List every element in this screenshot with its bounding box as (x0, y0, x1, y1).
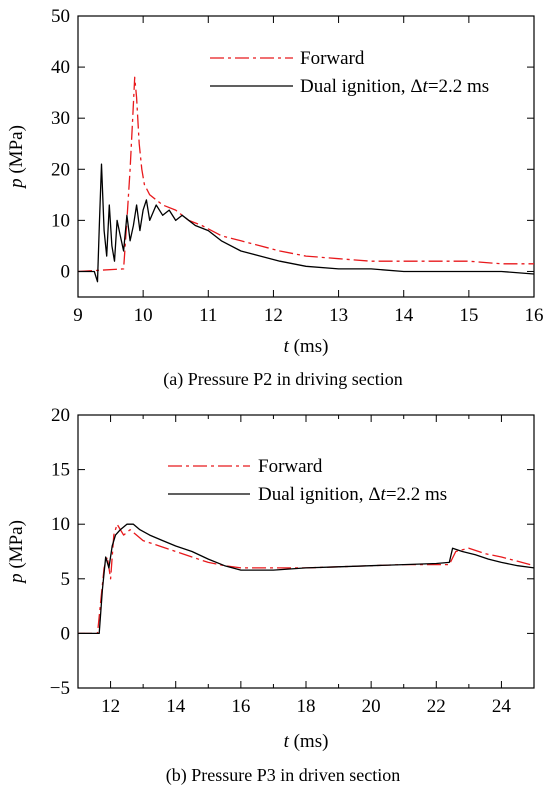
chart-panel-a: 9 10 11 12 13 14 15 16 0 10 20 30 40 50 t (ms) p (MPa) F… (6, 6, 544, 357)
chart-panel-b: 12 14 16 18 20 22 24 −5 0 5 10 15 20 t (ms) p (MPa) For… (6, 405, 535, 752)
legend-label: Dual ignition, Δt=2.2 ms (258, 484, 447, 505)
x-tick-label: 15 (459, 305, 478, 326)
y-axis-title: p (MPa) (6, 125, 27, 190)
y-tick-label: 15 (51, 460, 70, 481)
x-tick-label: 16 (525, 305, 544, 326)
y-tick-label: 5 (61, 569, 71, 590)
x-tick-label: 9 (73, 305, 83, 326)
y-tick-label: 0 (61, 261, 71, 282)
y-tick-label: 30 (51, 108, 70, 129)
y-tick-label: 10 (51, 210, 70, 231)
x-tick-label: 11 (199, 305, 217, 326)
series-line-forward (78, 76, 534, 273)
x-tick-label: 18 (297, 696, 316, 717)
legend-label: Forward (258, 456, 323, 477)
y-tick-label: 10 (51, 514, 70, 535)
caption-a: (a) Pressure P2 in driving section (163, 369, 402, 390)
x-tick-label: 10 (134, 305, 153, 326)
y-tick-label: 40 (51, 57, 70, 78)
y-tick-label: 50 (51, 6, 70, 27)
x-axis-title: t (ms) (284, 731, 329, 752)
y-tick-label: 20 (51, 159, 70, 180)
plot-frame (77, 15, 535, 298)
x-tick-label: 22 (427, 696, 446, 717)
x-tick-label: 16 (231, 696, 250, 717)
y-tick-label: 20 (51, 405, 70, 426)
legend-label: Forward (300, 48, 365, 69)
x-tick-label: 24 (492, 696, 512, 717)
x-tick-label: 12 (101, 696, 120, 717)
y-tick-label: 0 (61, 623, 71, 644)
legend-label: Dual ignition, Δt=2.2 ms (300, 76, 489, 97)
x-tick-label: 20 (362, 696, 381, 717)
x-axis-title: t (ms) (284, 336, 329, 357)
x-tick-label: 14 (166, 696, 186, 717)
y-axis-title: p (MPa) (6, 520, 27, 585)
y-tick-label: −5 (50, 678, 70, 699)
series-line-dual-ignition (78, 163, 534, 283)
x-tick-label: 12 (264, 305, 283, 326)
x-tick-label: 13 (329, 305, 348, 326)
series-line-dual-ignition (78, 523, 534, 635)
caption-b: (b) Pressure P3 in driven section (166, 765, 400, 786)
series-line-forward (78, 523, 534, 635)
x-tick-label: 14 (394, 305, 414, 326)
